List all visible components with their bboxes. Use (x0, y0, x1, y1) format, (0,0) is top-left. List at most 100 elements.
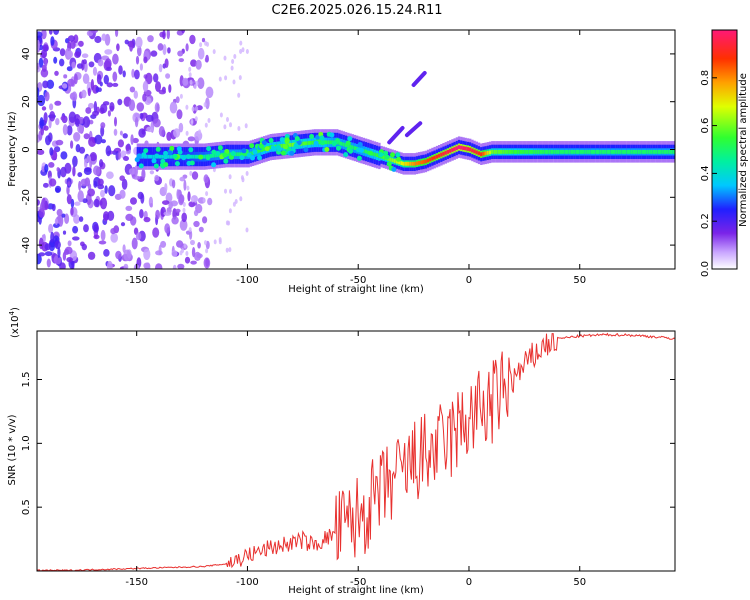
ridge-blob (252, 149, 258, 155)
noise-blob (224, 188, 227, 194)
ridge-blob (189, 160, 195, 166)
noise-blob (179, 250, 183, 256)
spectrogram-xtick: -100 (236, 275, 259, 286)
ridge-core (626, 150, 629, 154)
ridge-blob (167, 150, 173, 156)
noise-blob (162, 44, 167, 56)
noise-blob (204, 122, 208, 128)
noise-blob (205, 97, 210, 110)
noise-blob (191, 171, 199, 180)
noise-blob (189, 34, 196, 45)
noise-blob (103, 249, 110, 257)
noise-blob (64, 213, 70, 224)
ridge-core (577, 150, 580, 154)
ridge-core (566, 150, 569, 154)
noise-blob (191, 197, 195, 203)
noise-blob (228, 174, 232, 180)
noise-blob (203, 102, 207, 108)
colorbar-tick: 0.4 (700, 165, 711, 181)
harmonic-streak (411, 71, 427, 87)
noise-blob (49, 103, 54, 111)
noise-blob (239, 40, 243, 46)
noise-blob (213, 239, 217, 245)
ridge-core (528, 150, 532, 154)
ridge-core (557, 150, 560, 154)
noise-blob (66, 50, 74, 59)
ridge-core (559, 150, 563, 154)
ridge-core (624, 150, 627, 154)
noise-blob (173, 128, 181, 138)
ridge-core (517, 150, 521, 154)
ridge-core (593, 150, 596, 154)
noise-blob (207, 118, 211, 123)
noise-blob (37, 94, 46, 107)
noise-blob (56, 167, 60, 172)
snr-xtick: -50 (350, 577, 366, 588)
ridge-blob (163, 162, 169, 168)
noise-blob (70, 206, 74, 216)
ridge-blob (395, 152, 401, 158)
ridge-core (639, 150, 642, 154)
noise-blob (66, 125, 73, 136)
ridge-core (670, 150, 673, 154)
ridge-core (484, 151, 487, 156)
noise-blob (101, 139, 106, 144)
noise-blob (181, 30, 185, 34)
noise-blob (112, 82, 119, 87)
noise-blob (195, 59, 202, 70)
ridge-core (353, 146, 357, 150)
ridge-blob (368, 150, 373, 156)
snr-ytick: 1.5 (21, 372, 32, 388)
noise-blob (185, 251, 189, 256)
noise-blob (185, 130, 189, 136)
noise-blob (62, 230, 67, 235)
noise-blob (120, 222, 126, 227)
ridge-core (535, 150, 538, 154)
ridge-core (628, 150, 631, 154)
snr-xtick: 0 (466, 577, 472, 588)
noise-blob (69, 40, 76, 49)
noise-blob (100, 122, 106, 129)
noise-blob (185, 104, 189, 110)
noise-blob (49, 147, 54, 156)
ridge-core (245, 152, 248, 157)
noise-blob (118, 65, 123, 75)
noise-blob (191, 247, 196, 258)
ridge-core (426, 158, 430, 163)
noise-blob (92, 110, 99, 117)
noise-blob (239, 196, 243, 202)
noise-blob (194, 106, 199, 112)
noise-blob (66, 66, 73, 72)
ridge-core (393, 159, 397, 163)
ridge-blob (329, 132, 335, 138)
noise-blob (131, 237, 138, 250)
ridge-core (650, 150, 653, 154)
noise-blob (93, 234, 100, 240)
ridge-blob (154, 153, 160, 159)
ridge-core (668, 150, 671, 154)
noise-blob (106, 66, 112, 71)
ridge-blob (268, 138, 274, 143)
ridge-core (597, 150, 600, 154)
ridge-core (161, 154, 164, 159)
ridge-blob (222, 152, 228, 158)
noise-blob (143, 216, 151, 223)
noise-blob (53, 56, 58, 64)
noise-blob (67, 78, 75, 87)
noise-blob (162, 30, 166, 40)
noise-blob (99, 197, 108, 210)
ridge-blob (141, 152, 147, 158)
ridge-core (488, 150, 492, 155)
ridge-blob (198, 154, 204, 160)
ridge-core (562, 150, 565, 154)
noise-blob (203, 174, 209, 184)
noise-blob (82, 73, 90, 84)
ridge-blob (206, 146, 212, 152)
ridge-core (218, 153, 222, 157)
colorbar-tick: 0.2 (700, 213, 711, 229)
noise-blob (205, 248, 209, 254)
noise-blob (138, 128, 146, 138)
ridge-core (531, 150, 534, 154)
noise-blob (205, 191, 209, 197)
